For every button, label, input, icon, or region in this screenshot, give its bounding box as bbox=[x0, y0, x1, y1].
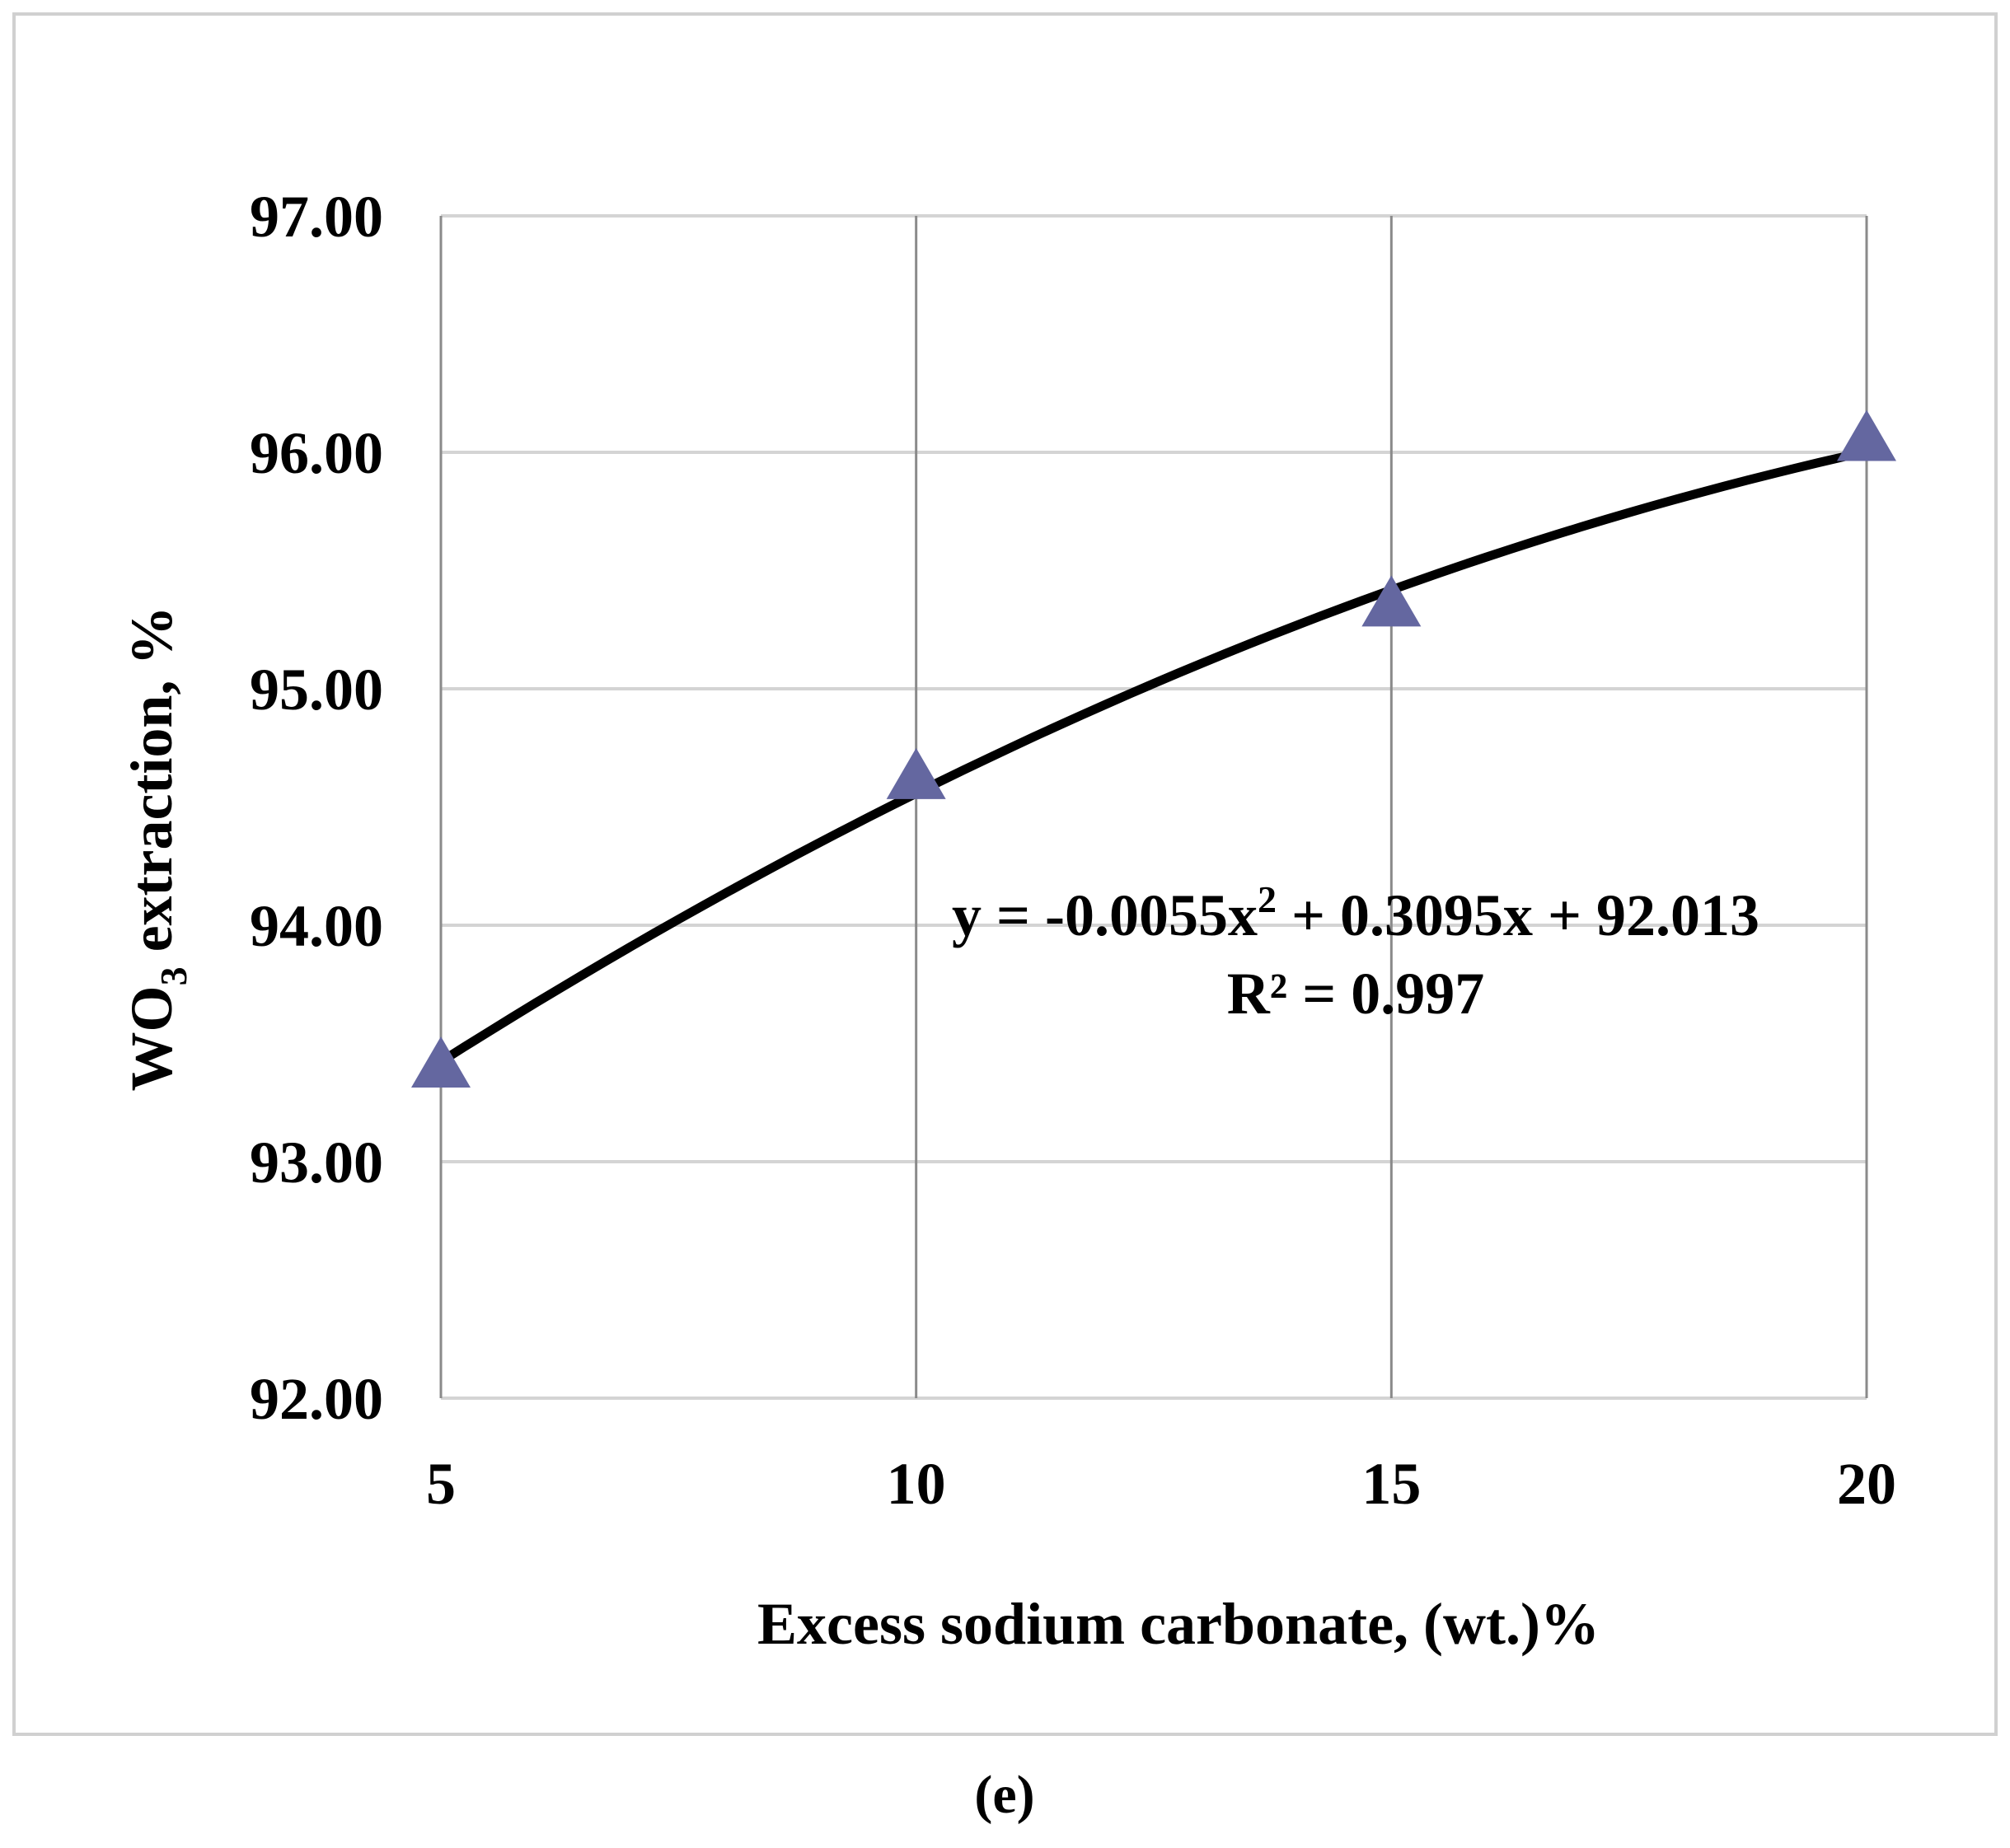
data-point bbox=[886, 747, 946, 799]
x-tick-labels: 5 10 15 20 bbox=[426, 1451, 1896, 1517]
y-axis-title-subscript: 3 bbox=[152, 966, 194, 985]
y-tick-label: 96.00 bbox=[250, 420, 383, 486]
figure-caption: (e) bbox=[974, 1765, 1034, 1825]
r-squared-label: R² = 0.997 bbox=[1227, 961, 1485, 1027]
horizontal-gridlines bbox=[441, 214, 1867, 1400]
x-tick-label: 20 bbox=[1837, 1451, 1896, 1517]
data-point bbox=[411, 1036, 471, 1088]
y-axis-title: WO3 extraction, % bbox=[119, 606, 194, 1092]
y-tick-label: 95.00 bbox=[250, 657, 383, 723]
trendline-equation: y = -0.0055x2 + 0.3095x + 92.013 bbox=[952, 878, 1759, 948]
x-tick-label: 15 bbox=[1361, 1451, 1421, 1517]
x-tick-label: 10 bbox=[887, 1451, 946, 1517]
y-tick-label: 92.00 bbox=[250, 1366, 383, 1432]
data-point bbox=[1361, 575, 1422, 627]
data-points bbox=[411, 409, 1896, 1088]
equation-prefix: y = -0.0055x bbox=[952, 882, 1258, 948]
y-tick-label: 93.00 bbox=[250, 1130, 383, 1195]
y-tick-labels: 92.00 93.00 94.00 95.00 96.00 97.00 bbox=[250, 184, 383, 1432]
data-point bbox=[1837, 409, 1896, 461]
y-axis-title-rest: extraction, % bbox=[119, 606, 185, 967]
y-tick-label: 97.00 bbox=[250, 184, 383, 250]
equation-suffix: + 0.3095x + 92.013 bbox=[1277, 882, 1759, 948]
trendline bbox=[436, 447, 1872, 1067]
y-axis-title-main: WO bbox=[119, 985, 185, 1091]
equation-superscript: 2 bbox=[1258, 878, 1277, 920]
x-tick-label: 5 bbox=[426, 1451, 456, 1517]
y-tick-label: 94.00 bbox=[250, 893, 383, 959]
x-axis-title: Excess sodium carbonate, (wt.)% bbox=[757, 1591, 1600, 1657]
chart-frame bbox=[12, 12, 1998, 1736]
